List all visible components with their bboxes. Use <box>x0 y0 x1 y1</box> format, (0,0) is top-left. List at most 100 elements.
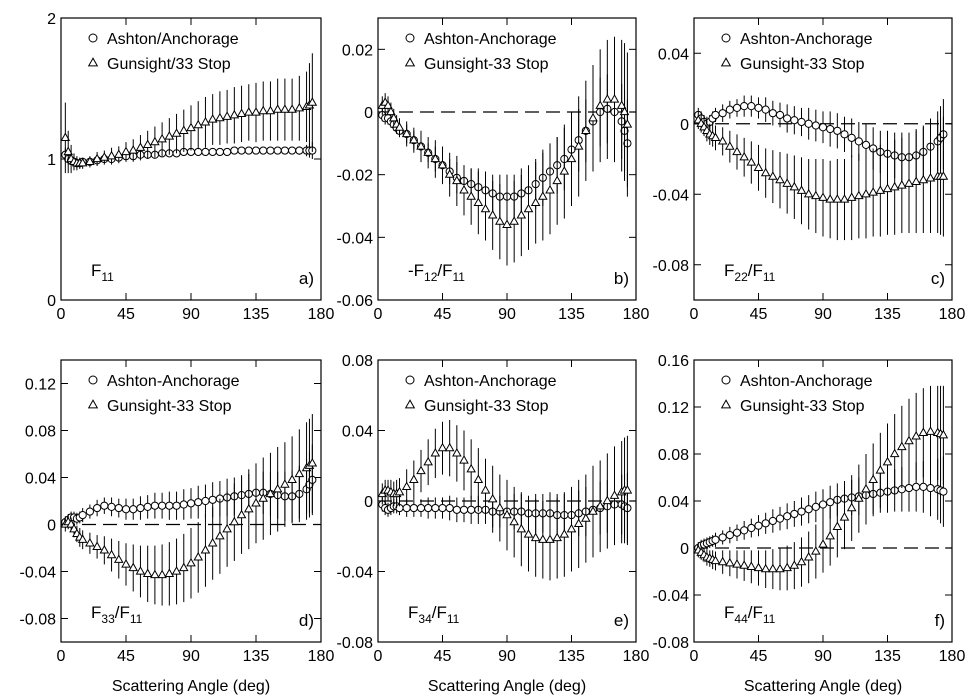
data-point-triangle <box>229 516 240 526</box>
data-point-triangle <box>85 156 95 165</box>
quantity-denominator: /F <box>432 603 447 622</box>
y-tick-label: 0.04 <box>342 424 373 441</box>
y-tick-label: -0.02 <box>337 168 374 185</box>
data-point-triangle <box>258 105 269 115</box>
data-point-triangle <box>142 139 153 149</box>
data-point-triangle <box>63 146 74 156</box>
y-tick-label: 0 <box>47 293 56 310</box>
data-point-triangle <box>437 159 448 169</box>
data-point-triangle <box>502 219 512 228</box>
x-tick-label: 45 <box>750 648 768 665</box>
data-point-triangle <box>92 541 102 550</box>
data-point-triangle <box>495 502 505 512</box>
panel-d: 0 45 90 135 180 0.12 0.08 0.04 0 -0.04 -0.08 Ashton… <box>20 359 334 695</box>
data-point-circle <box>158 501 167 510</box>
data-point-triangle <box>171 128 182 137</box>
quantity-main: -F <box>408 261 424 280</box>
data-point-triangle <box>265 105 276 115</box>
data-point-triangle <box>889 448 900 458</box>
data-point-triangle <box>258 493 269 502</box>
data-point-triangle <box>854 190 864 200</box>
data-point-triangle <box>294 102 305 112</box>
data-point-circle <box>725 105 734 114</box>
y-tick-label: 0 <box>47 518 56 535</box>
data-point-triangle <box>150 136 160 146</box>
data-point-triangle <box>882 456 893 466</box>
y-tick-label: 0.04 <box>658 46 689 63</box>
x-tick-label: 135 <box>558 648 585 665</box>
quantity-denominator-subscript: 11 <box>453 270 466 284</box>
data-point-circle <box>273 146 282 155</box>
series-triangle <box>61 414 318 606</box>
data-point-circle <box>754 521 763 530</box>
plot-area <box>378 419 633 581</box>
legend-circle-icon <box>88 375 98 385</box>
data-point-triangle <box>409 474 419 483</box>
y-tick-label: 2 <box>47 11 56 28</box>
data-point-circle <box>939 487 948 496</box>
data-point-circle <box>208 495 217 504</box>
data-point-triangle <box>287 474 297 483</box>
data-point-triangle <box>200 544 211 554</box>
data-point-triangle <box>732 559 742 568</box>
data-point-triangle <box>388 112 399 122</box>
data-point-circle <box>833 126 842 135</box>
panel-label: c) <box>931 269 945 288</box>
legend-circle-icon <box>721 33 731 43</box>
data-point-triangle <box>825 530 835 540</box>
data-point-triangle <box>897 441 907 451</box>
y-tick-label: -0.06 <box>337 293 374 310</box>
data-point-circle <box>467 505 476 514</box>
data-point-circle <box>288 146 297 155</box>
data-point-triangle <box>265 488 276 498</box>
data-point-circle <box>223 147 232 157</box>
data-point-triangle <box>530 532 541 542</box>
y-tick-label: -0.08 <box>653 258 690 275</box>
data-point-triangle <box>566 153 577 163</box>
data-point-circle <box>761 105 770 114</box>
quantity-main: F <box>91 261 101 280</box>
quantity-subscript: 22 <box>734 270 748 284</box>
legend-triangle-icon <box>87 399 99 409</box>
x-tick-label: 0 <box>57 306 66 323</box>
data-point-circle <box>826 498 835 507</box>
data-point-triangle <box>401 481 412 491</box>
quantity-main: F <box>724 261 734 280</box>
legend-triangle-icon <box>720 399 732 409</box>
data-point-circle <box>818 500 828 509</box>
y-tick-label: 0.04 <box>658 494 689 511</box>
data-point-circle <box>926 483 935 493</box>
quantity-subscript: 34 <box>418 612 432 626</box>
data-point-circle <box>790 509 799 519</box>
data-point-circle <box>93 503 102 513</box>
legend-triangle-icon <box>404 57 416 67</box>
data-point-triangle <box>559 166 570 175</box>
series-circle <box>61 142 317 168</box>
data-point-circle <box>459 505 469 514</box>
data-point-triangle <box>186 557 196 567</box>
data-point-triangle <box>386 106 396 116</box>
data-point-triangle <box>552 175 562 185</box>
data-point-circle <box>215 147 224 157</box>
data-point-circle <box>783 114 792 123</box>
data-point-triangle <box>925 426 936 435</box>
legend-circle-icon <box>88 33 98 43</box>
data-point-circle <box>259 146 268 155</box>
legend: Ashton/Anchorage Gunsight/33 Stop <box>87 31 239 73</box>
x-tick-label: 90 <box>498 306 516 323</box>
data-point-triangle <box>222 523 232 533</box>
x-axis-label: Scattering Angle (deg) <box>744 678 902 695</box>
x-tick-label: 0 <box>690 306 699 323</box>
data-point-triangle <box>207 114 218 123</box>
data-point-triangle <box>588 506 598 515</box>
data-point-triangle <box>178 125 189 134</box>
data-point-triangle <box>473 197 484 207</box>
data-point-triangle <box>473 474 484 483</box>
legend: Ashton-Anchorage Gunsight-33 Stop <box>404 31 557 73</box>
y-tick-label: -0.04 <box>653 588 690 605</box>
legend: Ashton-Anchorage Gunsight-33 Stop <box>720 31 873 73</box>
panel-label: b) <box>614 269 629 288</box>
data-point-triangle <box>811 190 821 200</box>
data-point-circle <box>861 140 871 149</box>
quantity-label: F33/F11 <box>91 603 143 626</box>
